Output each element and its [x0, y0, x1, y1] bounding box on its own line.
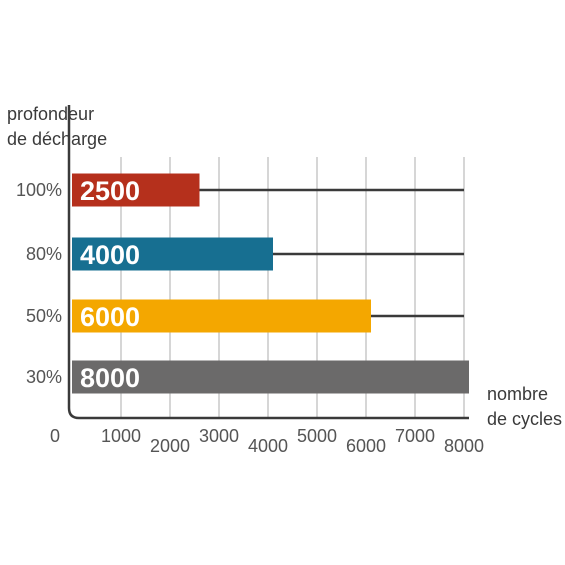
bar-value-label-30%: 8000 — [80, 363, 140, 393]
x-tick-label-2000: 2000 — [150, 436, 190, 456]
bar-50% — [72, 299, 371, 333]
x-tick-label-6000: 6000 — [346, 436, 386, 456]
bar-value-label-100%: 2500 — [80, 176, 140, 206]
category-label-30%: 30% — [26, 367, 62, 387]
y-axis-label-line-2: de décharge — [7, 129, 108, 149]
bars: 2500 4000 6000 8000 — [72, 173, 469, 394]
x-tick-label-3000: 3000 — [199, 426, 239, 446]
x-tick-label-1000: 1000 — [101, 426, 141, 446]
y-axis-label-line-1: profondeur — [7, 104, 95, 124]
y-axis-label: profondeur de décharge — [7, 102, 107, 152]
bar-80% — [72, 237, 273, 271]
bar-value-label-80%: 4000 — [80, 240, 140, 270]
bar-100% — [72, 173, 200, 207]
category-label-80%: 80% — [26, 244, 62, 264]
category-label-50%: 50% — [26, 306, 62, 326]
bar-30% — [72, 360, 469, 394]
x-tick-label-4000: 4000 — [248, 436, 288, 456]
x-axis-label: nombre de cycles — [487, 382, 562, 432]
x-tick-label-8000: 8000 — [444, 436, 484, 456]
axis-line — [67, 105, 469, 420]
x-axis-label-line-2: de cycles — [487, 409, 563, 429]
category-labels: 100% 80% 50% 30% — [16, 180, 62, 387]
bar-value-label-50%: 6000 — [80, 302, 140, 332]
category-label-100%: 100% — [16, 180, 62, 200]
x-tick-labels: 0 1000 2000 3000 4000 5000 6000 7000 8000 — [50, 426, 484, 456]
x-axis-label-line-1: nombre — [487, 384, 549, 404]
x-tick-label-0: 0 — [50, 426, 60, 446]
axis — [67, 105, 469, 420]
x-tick-label-7000: 7000 — [395, 426, 435, 446]
x-tick-label-5000: 5000 — [297, 426, 337, 446]
